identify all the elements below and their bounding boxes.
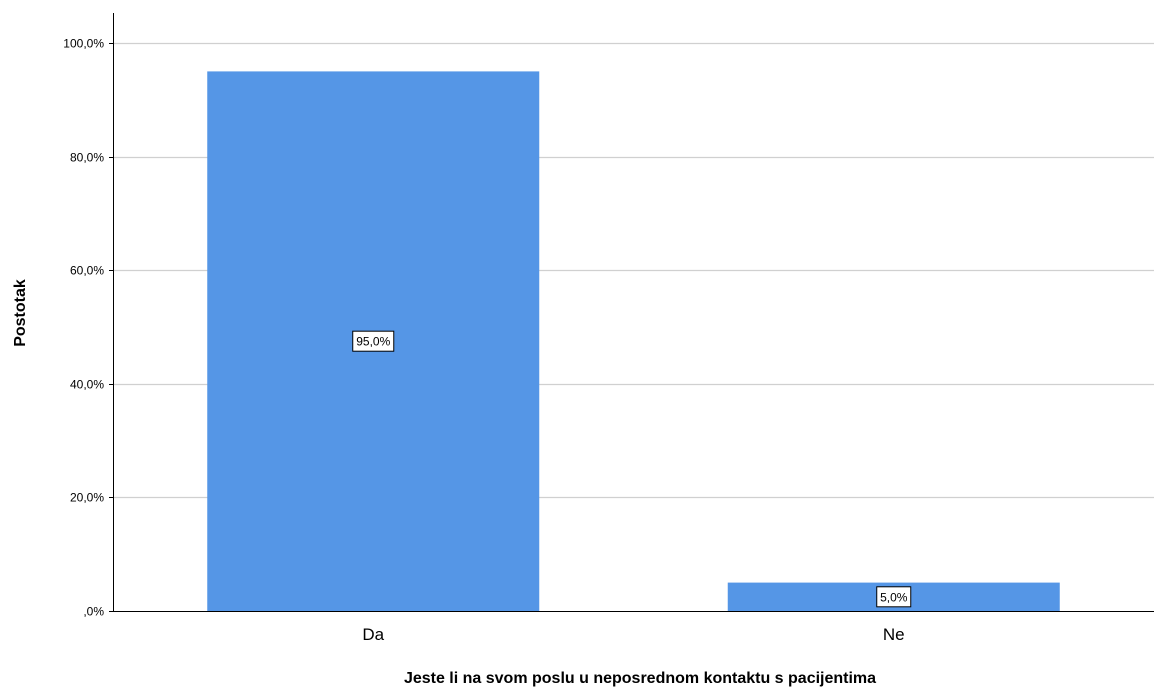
x-tick-label: Da <box>362 625 384 644</box>
y-tick-labels: ,0% 20,0% 40,0% 60,0% 80,0% 100,0% <box>63 37 104 619</box>
x-tick-labels: Da Ne <box>362 625 904 644</box>
y-tick-label: 100,0% <box>63 37 104 51</box>
y-tick-label: 60,0% <box>70 264 104 278</box>
bars <box>207 71 1060 611</box>
data-labels: 95,0% 5,0% <box>352 330 912 608</box>
data-label-box <box>352 330 395 352</box>
data-label: 95,0% <box>352 330 395 352</box>
y-axis-title: Postotak <box>12 279 29 347</box>
data-label-text: 5,0% <box>880 590 908 604</box>
x-tick-label: Ne <box>883 625 905 644</box>
data-label: 5,0% <box>876 586 912 608</box>
y-tick-label: 40,0% <box>70 378 104 392</box>
y-tick-label: 80,0% <box>70 151 104 165</box>
x-axis-title: Jeste li na svom poslu u neposrednom kon… <box>404 670 876 687</box>
y-tick-label: ,0% <box>83 605 104 619</box>
axes <box>109 13 1154 612</box>
data-label-text: 95,0% <box>356 335 390 349</box>
data-label-box <box>876 586 912 608</box>
y-tick-label: 20,0% <box>70 491 104 505</box>
